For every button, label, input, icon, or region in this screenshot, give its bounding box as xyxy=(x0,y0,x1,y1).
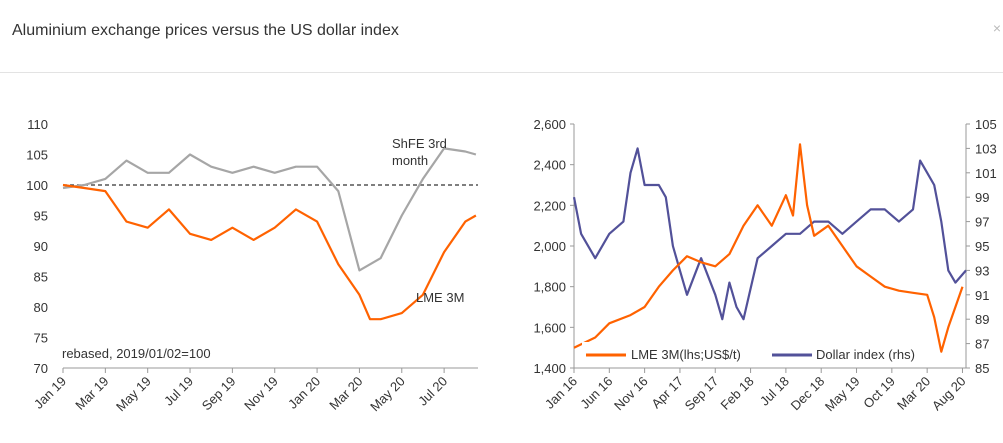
chart2-right-tick-label: 97 xyxy=(975,215,989,230)
close-icon[interactable]: × xyxy=(992,20,1001,36)
chart2-left-tick-label: 2,000 xyxy=(533,239,566,254)
chart2-left-tick-label: 2,200 xyxy=(533,198,566,213)
chart2-series-dollar-line xyxy=(572,147,967,321)
chart2-x-tick-label: Feb 18 xyxy=(717,374,756,413)
chart2-right-tick-label: 103 xyxy=(975,141,997,156)
chart1-y-tick-label: 70 xyxy=(34,361,48,376)
chart2-right-tick-label: 105 xyxy=(975,117,997,132)
chart2-right-tick-label: 95 xyxy=(975,239,989,254)
chart2-x-tick-label: Jul 18 xyxy=(757,374,792,409)
chart2-right-tick-label: 99 xyxy=(975,190,989,205)
chart1-annotation: rebased, 2019/01/02=100 xyxy=(62,346,211,361)
chart2-left-tick-label: 1,800 xyxy=(533,280,566,295)
chart2-right-tick-label: 85 xyxy=(975,361,989,376)
chart2-right-tick-label: 101 xyxy=(975,166,997,181)
chart1-x-tick-label: Mar 19 xyxy=(72,374,111,413)
chart1-x-tick-label: Sep 19 xyxy=(199,374,239,414)
chart1-x-tick-label: Jul 20 xyxy=(415,374,450,409)
chart1-y-tick-label: 75 xyxy=(34,331,48,346)
chart1-y-tick-label: 100 xyxy=(26,178,48,193)
chart1-y-tick-label: 90 xyxy=(34,239,48,254)
chart1-series-shfe-line xyxy=(62,147,477,272)
chart1-y-tick-label: 110 xyxy=(27,117,48,132)
chart1-shfe-label: ShFE 3rd xyxy=(392,136,447,151)
chart2-left-tick-label: 1,400 xyxy=(533,361,566,376)
chart2-left-tick-label: 2,400 xyxy=(533,158,566,173)
chart2-right-tick-label: 89 xyxy=(975,312,989,327)
chart1-x-tick-label: Jan 19 xyxy=(31,374,69,412)
chart2-x-tick-label: Jan 16 xyxy=(542,374,580,412)
chart1-x-tick-label: Jul 19 xyxy=(161,374,196,409)
chart2-x-tick-label: Nov 16 xyxy=(611,374,651,414)
chart2-legend-lme-label: LME 3M(lhs;US$/t) xyxy=(631,347,741,362)
chart2-x-tick-label: Oct 19 xyxy=(860,374,898,412)
chart-header: Aluminium exchange prices versus the US … xyxy=(0,0,1003,73)
chart2-left-tick-label: 1,600 xyxy=(533,320,566,335)
chart2-left-tick-label: 2,600 xyxy=(533,117,566,132)
chart1-x-tick-label: May 20 xyxy=(367,374,408,415)
chart2-legend-background xyxy=(582,342,912,364)
chart2-x-tick-label: Mar 20 xyxy=(894,374,933,413)
chart2-series-lme-line xyxy=(573,143,964,353)
chart1-lme-label: LME 3M xyxy=(416,290,464,305)
chart2-x-tick-label: Aug 20 xyxy=(929,374,969,414)
chart1-x-tick-label: May 19 xyxy=(113,374,154,415)
chart2-x-tick-label: Dec 18 xyxy=(788,374,828,414)
chart1-series-lme-line xyxy=(62,183,477,321)
chart2-x-tick-label: Jun 16 xyxy=(577,374,615,412)
chart2-x-tick-label: May 19 xyxy=(822,374,863,415)
chart1-x-tick-label: Nov 19 xyxy=(241,374,281,414)
chart2-legend-dollar-label: Dollar index (rhs) xyxy=(816,347,915,362)
chart2-right-tick-label: 87 xyxy=(975,337,989,352)
chart1-shfe-label: month xyxy=(392,153,428,168)
chart1-x-tick-label: Mar 20 xyxy=(326,374,365,413)
chart2-right-tick-label: 93 xyxy=(975,263,989,278)
chart1-x-tick-label: Jan 20 xyxy=(285,374,323,412)
chart1-y-tick-label: 95 xyxy=(34,209,48,224)
chart2-right-tick-label: 91 xyxy=(975,288,989,303)
chart1-y-tick-label: 105 xyxy=(26,148,48,163)
chart2-x-tick-label: Apr 17 xyxy=(648,374,686,412)
page-title: Aluminium exchange prices versus the US … xyxy=(12,22,399,39)
chart2-x-tick-label: Sep 17 xyxy=(682,374,722,414)
chart1-y-tick-label: 85 xyxy=(34,270,48,285)
chart1-y-tick-label: 80 xyxy=(34,300,48,315)
